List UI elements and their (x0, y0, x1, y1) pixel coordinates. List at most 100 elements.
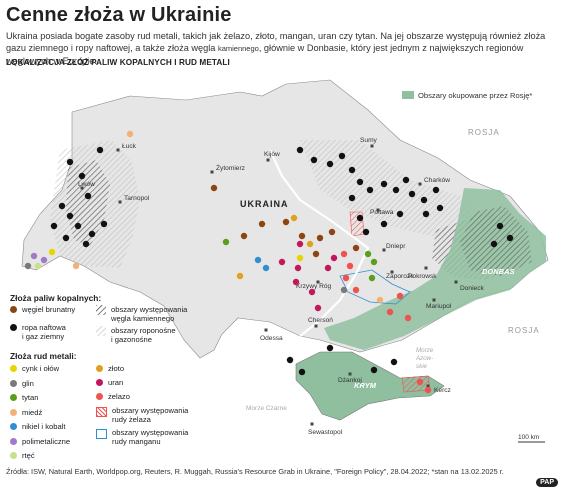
deposit-marker (342, 274, 350, 282)
lignite-swatch (10, 306, 17, 313)
deposit-marker (40, 256, 48, 264)
deposit-marker (392, 186, 400, 194)
deposit-marker (290, 214, 298, 222)
deposit-marker (348, 166, 356, 174)
dnieper-river (269, 149, 370, 337)
deposit-swatch (96, 379, 103, 386)
area-swatch (96, 429, 107, 439)
deposit-marker (50, 222, 58, 230)
city-marker (424, 266, 428, 270)
deposit-marker (422, 210, 430, 218)
deposit-marker (432, 186, 440, 194)
deposit-marker (296, 146, 304, 154)
city-label: Lwów (78, 181, 95, 188)
legend-fuels: Złoża paliw kopalnych: (10, 293, 101, 303)
deposit-marker (424, 386, 432, 394)
metal-right-legend-item: złoto (96, 364, 124, 373)
metal-left-legend-item: nikiel i kobalt (10, 422, 65, 431)
deposit-marker (298, 232, 306, 240)
krym-label: KRYM (354, 381, 377, 390)
city-marker (454, 280, 458, 284)
metal-right-legend-item: obszary występowania rudy żelaza (96, 406, 188, 424)
russia-label-north: ROSJA (468, 128, 500, 137)
city-marker (266, 158, 270, 162)
city-marker (210, 170, 214, 174)
city-marker (264, 328, 268, 332)
deposit-marker (326, 160, 334, 168)
city-label: Dniepr (386, 243, 406, 250)
map-label: LOKALIZACJA ZŁÓŻ PALIW KOPALNYCH I RUD M… (6, 58, 230, 67)
deposit-marker (66, 158, 74, 166)
metal-right-legend-item: uran (96, 378, 123, 387)
city-marker (118, 200, 122, 204)
deposit-marker (298, 368, 306, 376)
deposit-marker (24, 262, 32, 270)
azov-label-2: Azow- (415, 355, 433, 362)
deposit-swatch (96, 393, 103, 400)
deposit-swatch (10, 437, 17, 445)
city-label: Charków (424, 177, 450, 184)
crimea-territory (295, 351, 445, 421)
deposit-marker (240, 232, 248, 240)
city-marker (426, 384, 430, 388)
metal-left-legend-item: polimetaliczne (10, 437, 70, 446)
city-marker (316, 280, 320, 284)
metal-left-legend-item: rtęć (10, 451, 35, 460)
deposit-marker (82, 240, 90, 248)
deposit-marker (314, 304, 322, 312)
manganese-ore-area (339, 269, 411, 305)
deposit-marker (222, 238, 230, 246)
deposit-swatch (10, 379, 17, 387)
city-label: Kijów (264, 151, 280, 158)
deposit-swatch (10, 423, 17, 430)
deposit-marker (312, 250, 320, 258)
oil-area-swatch (96, 326, 106, 336)
city-label: Zaporoże (386, 273, 414, 280)
city-label: Kercz (434, 387, 451, 394)
deposit-marker (352, 244, 360, 252)
deposit-marker (402, 176, 410, 184)
deposit-marker (34, 262, 42, 270)
deposit-marker (366, 186, 374, 194)
deposit-swatch (10, 365, 17, 372)
city-marker (418, 182, 422, 186)
city-label: Żytomierz (216, 163, 245, 172)
deposit-marker (352, 286, 360, 294)
deposit-marker (78, 172, 86, 180)
city-label: Odessa (260, 335, 283, 342)
deposit-marker (368, 274, 376, 282)
deposit-marker (340, 286, 348, 294)
city-label: Tarnopol (124, 195, 150, 202)
deposit-marker (210, 184, 218, 192)
page-title: Cenne złoża w Ukrainie (6, 4, 232, 26)
metal-left-legend-item: glin (10, 379, 34, 388)
metal-right-legend-item: obszary występowania rudy manganu (96, 428, 188, 446)
city-marker (376, 208, 380, 212)
city-marker (348, 372, 352, 376)
city-marker (432, 298, 436, 302)
deposit-marker (254, 256, 262, 264)
deposit-swatch (10, 394, 17, 401)
city-layer: Łuck Lwów Tarnopol Żytomierz Kijów Sumy Charkó… (78, 137, 485, 436)
ukraine-label: UKRAINA (240, 199, 289, 209)
deposit-marker (370, 366, 378, 374)
deposit-marker (338, 152, 346, 160)
deposit-marker (30, 252, 38, 260)
deposit-marker (292, 278, 300, 286)
deposit-marker (306, 240, 314, 248)
deposit-marker (330, 254, 338, 262)
deposit-marker (96, 146, 104, 154)
deposit-marker (286, 356, 294, 364)
deposit-marker (346, 262, 354, 270)
occupied-legend-swatch (402, 91, 414, 99)
donbas-label: DONBAS (482, 267, 515, 276)
city-label: Sumy (360, 137, 378, 144)
city-label: Łuck (122, 143, 137, 150)
donbas-hatch (460, 206, 532, 276)
deposit-marker (74, 222, 82, 230)
deposit-marker (420, 196, 428, 204)
deposit-marker (390, 358, 398, 366)
city-label: Połtawa (370, 209, 394, 216)
deposit-marker (328, 228, 336, 236)
oil-gas-swatch (10, 324, 17, 331)
